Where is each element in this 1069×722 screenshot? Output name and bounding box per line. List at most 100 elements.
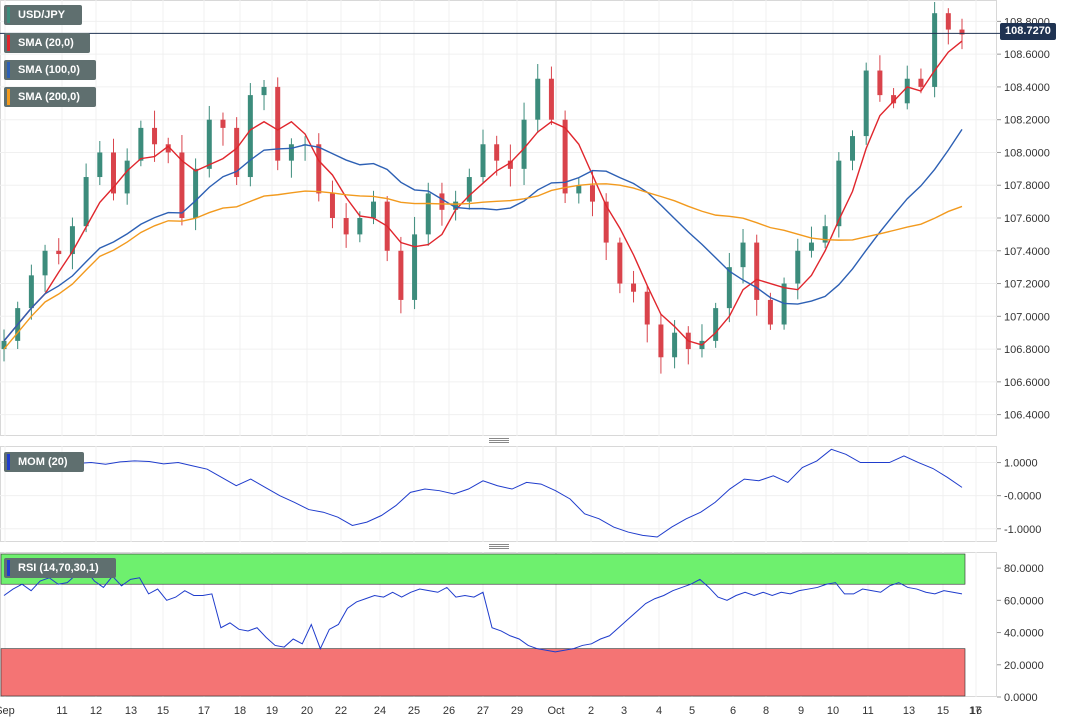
x-tick-label: 2 (588, 705, 594, 717)
x-tick-label: 25 (408, 705, 420, 717)
y-tick-label: 80.0000 (1004, 563, 1044, 575)
rsi-oversold-zone (0, 648, 966, 697)
candle-body (56, 250, 62, 255)
x-tick-label: 8 (763, 705, 769, 717)
legend-swatch-icon (7, 62, 10, 78)
candle-body (97, 152, 103, 178)
y-tick-label: 20.0000 (1004, 660, 1044, 672)
sma-20-line (3, 40, 963, 346)
x-tick-label: 29 (511, 705, 523, 717)
sma-100-line (3, 129, 963, 342)
candle-body (850, 136, 856, 161)
candle-body (877, 70, 883, 96)
x-tick-label: 16 (970, 705, 982, 717)
legend-sma20-label: SMA (20,0) (18, 37, 74, 49)
x-tick-label: 17 (198, 705, 210, 717)
rsi-line (3, 569, 963, 653)
sma-200-line (3, 183, 963, 350)
x-tick-label: 26 (443, 705, 455, 717)
candle-body (548, 78, 554, 120)
legend-swatch-icon (7, 560, 10, 576)
candle-body (69, 226, 75, 255)
candle-body (425, 193, 431, 235)
legend-swatch-icon (7, 454, 10, 470)
legend-sma20[interactable]: SMA (20,0) (4, 33, 90, 53)
legend-rsi[interactable]: RSI (14,70,30,1) (4, 558, 116, 578)
candle-body (466, 177, 472, 202)
candle-body (672, 332, 678, 358)
candle-body (494, 144, 500, 161)
candle-body (275, 86, 281, 161)
x-tick-label: 6 (730, 705, 736, 717)
x-tick-label: Sep (0, 705, 15, 717)
candle-body (179, 152, 185, 218)
y-tick-label: -0.0000 (1004, 491, 1041, 503)
candle-body (945, 13, 951, 30)
candle-body (589, 185, 595, 202)
candle-body (631, 283, 637, 292)
pane-splitter-handle[interactable] (489, 438, 509, 443)
candle-body (439, 193, 445, 210)
x-tick-label: 10 (827, 705, 839, 717)
candle-body (261, 86, 267, 96)
candle-body (480, 144, 486, 178)
legend-swatch-icon (7, 7, 10, 23)
candle-body (124, 160, 130, 194)
candle-body (754, 242, 760, 300)
x-tick-label: 11 (56, 705, 67, 717)
y-tick-label: 60.0000 (1004, 595, 1044, 607)
x-tick-label: 3 (621, 705, 627, 717)
candle-body (343, 218, 349, 235)
legend-sma100-label: SMA (100,0) (18, 64, 80, 76)
y-tick-label: 106.6000 (1004, 377, 1050, 389)
candle-body (535, 78, 541, 120)
pane-splitter-handle[interactable] (489, 544, 509, 549)
candle-body (959, 29, 965, 35)
candle-body (234, 127, 240, 178)
mom-line (3, 448, 963, 538)
candle-body (603, 201, 609, 243)
candle-body (193, 168, 199, 218)
candle-body (152, 127, 158, 145)
candle-body (836, 160, 842, 227)
y-tick-label: 0.0000 (1004, 692, 1038, 704)
legend-usdjpy[interactable]: USD/JPY (4, 5, 82, 25)
y-tick-label: 108.0000 (1004, 147, 1050, 159)
legend-rsi-label: RSI (14,70,30,1) (18, 562, 99, 574)
candle-body (617, 242, 623, 284)
x-tick-label: 12 (90, 705, 102, 717)
legend-sma200-label: SMA (200,0) (18, 91, 80, 103)
legend-sma100[interactable]: SMA (100,0) (4, 60, 96, 80)
x-tick-label: 13 (125, 705, 137, 717)
candle-body (288, 144, 294, 161)
candle-body (808, 242, 814, 251)
legend-mom[interactable]: MOM (20) (4, 452, 84, 472)
candle-body (726, 267, 732, 309)
y-tick-label: 106.8000 (1004, 344, 1050, 356)
candle-body (110, 152, 116, 194)
y-tick-label: -1.0000 (1004, 524, 1041, 536)
y-tick-label: 106.4000 (1004, 410, 1050, 422)
candle-body (220, 119, 226, 128)
y-tick-label: 107.8000 (1004, 180, 1050, 192)
pane-frame (0, 446, 997, 542)
candle-body (206, 119, 212, 169)
candle-body (822, 226, 828, 243)
x-tick-label: Oct (547, 705, 564, 717)
legend-swatch-icon (7, 89, 10, 105)
candle-body (83, 177, 89, 227)
candle-body (138, 127, 144, 161)
candle-body (247, 95, 253, 178)
legend-sma200[interactable]: SMA (200,0) (4, 87, 96, 107)
x-tick-label: 5 (689, 705, 695, 717)
candle-body (740, 242, 746, 268)
x-tick-label: 15 (937, 705, 949, 717)
x-tick-label: 11 (862, 705, 873, 717)
candle-body (507, 160, 513, 169)
candle-body (644, 291, 650, 325)
candle-body (453, 201, 459, 210)
y-tick-label: 107.6000 (1004, 213, 1050, 225)
y-tick-label: 107.2000 (1004, 279, 1050, 291)
candle-body (576, 185, 582, 194)
